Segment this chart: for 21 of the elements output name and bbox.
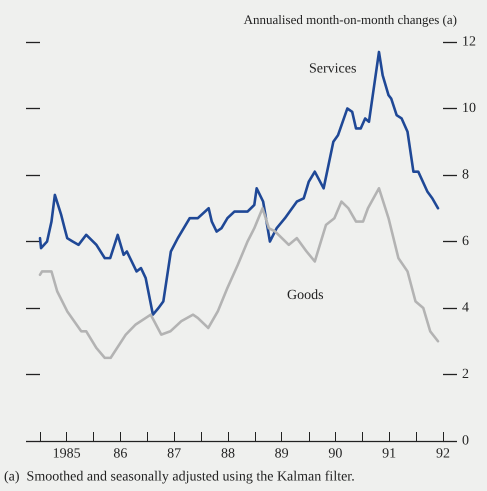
x-tick-label: 90: [328, 446, 342, 462]
line-series: [38, 187, 440, 360]
x-tick-label: 87: [167, 446, 182, 462]
series-label: Goods: [286, 288, 324, 303]
y-tick-label: 6: [462, 234, 469, 249]
text: (a) Smoothed and seasonally adjusted using the Kalman filter.: [4, 470, 355, 484]
x-tick-label: 86: [113, 446, 128, 462]
line-series: [38, 50, 440, 316]
y-tick-label: 4: [462, 300, 469, 316]
y-tick-label: 0: [462, 434, 469, 448]
y-tick-label: 10: [462, 101, 476, 116]
x-tick-label: 92: [436, 446, 450, 462]
y-axis-title: Annualised month-on-month changes (a): [244, 12, 457, 27]
x-tick-label: 1985: [52, 446, 81, 462]
series-label: Services: [308, 61, 356, 76]
x-tick-label: 88: [220, 446, 235, 462]
x-tick-label: 89: [274, 446, 289, 462]
y-tick-label: 12: [462, 34, 476, 50]
y-tick-label: 2: [462, 367, 469, 382]
x-tick-label: 91: [382, 446, 396, 462]
y-tick-label: 8: [462, 168, 469, 182]
